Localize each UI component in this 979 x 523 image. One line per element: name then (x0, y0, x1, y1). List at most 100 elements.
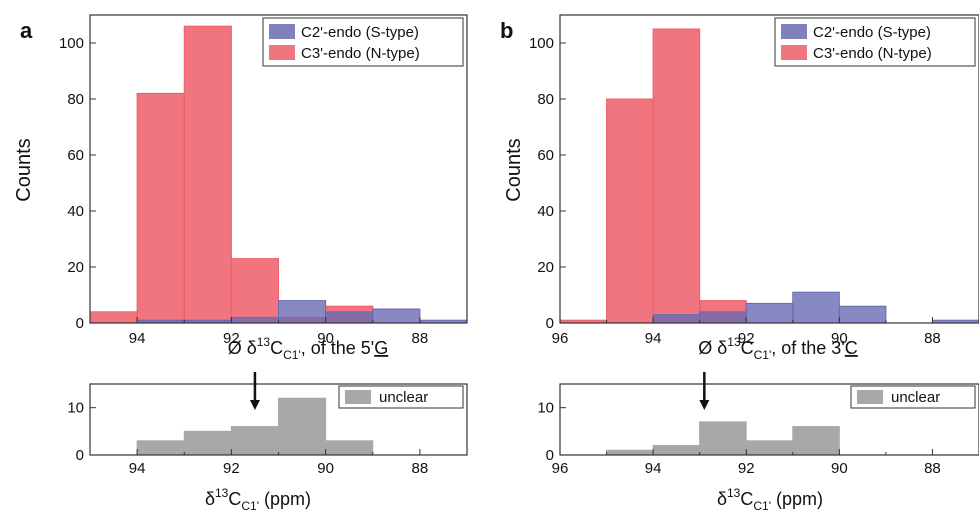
bar-unclear (183, 430, 232, 456)
x-tick-label: 88 (412, 330, 429, 347)
xlabel-main: Ø δ (698, 338, 727, 358)
xlabel-c: C (270, 338, 283, 358)
bar-s-type (325, 311, 374, 323)
unclear-legend-label: unclear (379, 389, 428, 406)
x-tick-label: 88 (924, 460, 941, 477)
mean-arrow-icon (699, 400, 710, 410)
legend-swatch (781, 24, 807, 39)
bar-s-type (699, 311, 747, 323)
x-tick-label: 94 (645, 460, 662, 477)
plot-frame (559, 383, 979, 456)
y-tick-label: 80 (67, 91, 84, 108)
legend-box (774, 17, 976, 67)
legend-swatch (781, 45, 807, 60)
y-tick-label: 100 (59, 35, 84, 52)
y-tick-label: 40 (537, 203, 554, 220)
unclear-legend-swatch (857, 390, 883, 404)
x-tick-label: 94 (129, 460, 146, 477)
y-tick-label: 0 (546, 447, 554, 464)
unclear-x-axis-title: δ13CC1' (ppm) (205, 486, 311, 513)
bar-s-type (838, 305, 887, 323)
xlabel-tail: (ppm) (259, 489, 311, 509)
unclear-x-axis-title: δ13CC1' (ppm) (717, 486, 823, 513)
legend-label: C2'-endo (S-type) (301, 24, 419, 41)
mean-arrow-icon (249, 400, 260, 410)
plot-frame (559, 14, 979, 324)
y-tick-label: 10 (67, 400, 84, 417)
x-tick-label: 90 (831, 460, 848, 477)
x-tick-label: 96 (552, 460, 569, 477)
bar-n-type (90, 311, 138, 323)
x-tick-label: 92 (223, 330, 240, 347)
xlabel-sub: C1' (283, 348, 301, 362)
panel-letter: a (20, 18, 33, 43)
y-tick-label: 60 (537, 147, 554, 164)
bar-unclear (745, 440, 794, 456)
xlabel-main: Ø δ (228, 338, 257, 358)
y-axis-title: Counts (13, 138, 35, 201)
bar-s-type (652, 314, 701, 323)
y-tick-label: 10 (537, 400, 554, 417)
bar-n-type (136, 92, 185, 323)
bars-group (90, 25, 467, 323)
bar-unclear (699, 421, 747, 456)
xlabel-sub: C1' (241, 499, 259, 513)
bar-unclear (230, 426, 279, 456)
legend-swatch (269, 45, 295, 60)
xlabel-tail: , of the 5' (301, 338, 375, 358)
bar-s-type (278, 300, 327, 323)
x-tick-label: 88 (412, 460, 429, 477)
y-tick-label: 0 (76, 315, 84, 332)
bar-unclear (606, 449, 654, 456)
y-tick-label: 0 (546, 315, 554, 332)
xlabel-tail: (ppm) (771, 489, 823, 509)
bar-s-type (792, 291, 840, 323)
y-tick-label: 0 (76, 447, 84, 464)
panel-letter: b (500, 18, 513, 43)
y-tick-label: 100 (529, 35, 554, 52)
xlabel-sup: 13 (727, 335, 741, 349)
bar-n-type (652, 28, 701, 323)
y-axis-title: Counts (503, 138, 525, 201)
legend-box (262, 17, 464, 67)
xlabel-sup: 13 (257, 335, 271, 349)
xlabel-tail: , of the 3' (771, 338, 845, 358)
xlabel-sub: C1' (754, 348, 772, 362)
x-tick-label: 96 (552, 330, 569, 347)
x-tick-label: 88 (924, 330, 941, 347)
unclear-subplot: 96 94 92 90 88 0 10 unclear δ13CC1' (ppm) (537, 372, 979, 513)
xlabel-c: C (741, 338, 754, 358)
bar-unclear (278, 397, 327, 456)
y-tick-label: 20 (537, 259, 554, 276)
y-tick-label: 20 (67, 259, 84, 276)
legend-label: C3'-endo (N-type) (813, 45, 932, 62)
xlabel-sup: 13 (727, 486, 741, 500)
x-tick-label: 90 (831, 330, 848, 347)
bar-unclear (792, 426, 840, 456)
bars-group (560, 28, 979, 323)
xlabel-main: δ (717, 489, 727, 509)
bar-s-type (372, 308, 421, 323)
x-tick-label: 94 (129, 330, 146, 347)
y-tick-label: 60 (67, 147, 84, 164)
x-tick-label: 90 (317, 330, 334, 347)
bar-unclear (136, 440, 185, 456)
x-tick-label: 90 (317, 460, 334, 477)
x-axis-title: Ø δ13CC1', of the 3'C (698, 335, 858, 362)
bar-s-type (745, 302, 794, 323)
bar-n-type (183, 25, 232, 323)
x-tick-label: 92 (738, 460, 755, 477)
y-tick-label: 40 (67, 203, 84, 220)
xlabel-c: C (228, 489, 241, 509)
legend: C2'-endo (S-type) C3'-endo (N-type) (262, 17, 464, 67)
x-axis-title: Ø δ13CC1', of the 5'G (228, 335, 389, 362)
bar-s-type (230, 316, 279, 323)
bar-n-type (230, 258, 279, 323)
unclear-legend-label: unclear (891, 389, 940, 406)
xlabel-nucleotide: C (845, 338, 858, 358)
xlabel-sub: C1' (753, 499, 771, 513)
bar-unclear (652, 445, 701, 456)
